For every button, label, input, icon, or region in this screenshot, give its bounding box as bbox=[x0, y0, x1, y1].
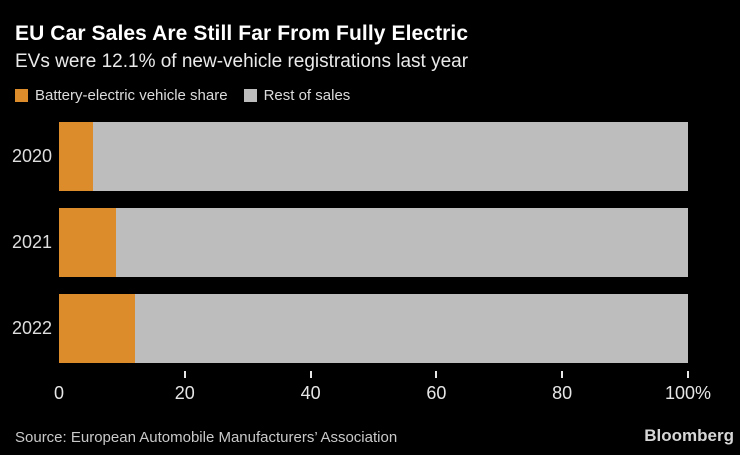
x-axis-label: 20 bbox=[174, 383, 195, 403]
bar-row-2020: 2020 bbox=[0, 122, 740, 191]
bloomberg-logo: Bloomberg bbox=[644, 426, 734, 445]
x-axis-tick bbox=[183, 371, 186, 378]
legend-item-rest: Rest of sales bbox=[243, 87, 351, 104]
legend: Battery-electric vehicle share Rest of s… bbox=[15, 87, 350, 104]
bar-track bbox=[59, 208, 688, 277]
bar-row-2021: 2021 bbox=[0, 208, 740, 277]
rest-bar-segment bbox=[92, 122, 688, 191]
chart-subtitle: EVs were 12.1% of new-vehicle registrati… bbox=[15, 51, 469, 72]
bar-row-2022: 2022 bbox=[0, 294, 740, 363]
year-label: 2021 bbox=[11, 232, 52, 252]
rest-legend-label: Rest of sales bbox=[263, 87, 351, 104]
rest-bar-segment bbox=[135, 294, 688, 363]
chart-title: EU Car Sales Are Still Far From Fully El… bbox=[15, 22, 469, 45]
x-axis-label: 40 bbox=[300, 383, 321, 403]
x-axis-label: 80 bbox=[552, 383, 573, 403]
source-note: Source: European Automobile Manufacturer… bbox=[15, 429, 398, 446]
bar-track bbox=[59, 294, 688, 363]
legend-item-bev: Battery-electric vehicle share bbox=[15, 87, 228, 104]
x-axis-tick bbox=[435, 371, 438, 378]
x-axis-label: 60 bbox=[426, 383, 447, 403]
x-axis-tick bbox=[687, 371, 689, 378]
bev-bar-segment bbox=[59, 122, 93, 191]
x-axis-tick bbox=[309, 371, 312, 378]
bev-bar-segment bbox=[59, 294, 136, 363]
bev-legend-label: Battery-electric vehicle share bbox=[35, 87, 228, 104]
rest-bar-segment bbox=[116, 208, 688, 277]
year-label: 2020 bbox=[11, 146, 52, 166]
bev-legend-swatch-icon bbox=[15, 89, 28, 102]
x-axis-label: 100% bbox=[664, 383, 712, 403]
rest-legend-swatch-icon bbox=[243, 89, 257, 102]
bar-track bbox=[59, 122, 688, 191]
year-label: 2022 bbox=[11, 318, 52, 338]
x-axis-tick bbox=[561, 371, 564, 378]
bev-bar-segment bbox=[59, 208, 117, 277]
x-axis-label: 0 bbox=[53, 383, 65, 403]
